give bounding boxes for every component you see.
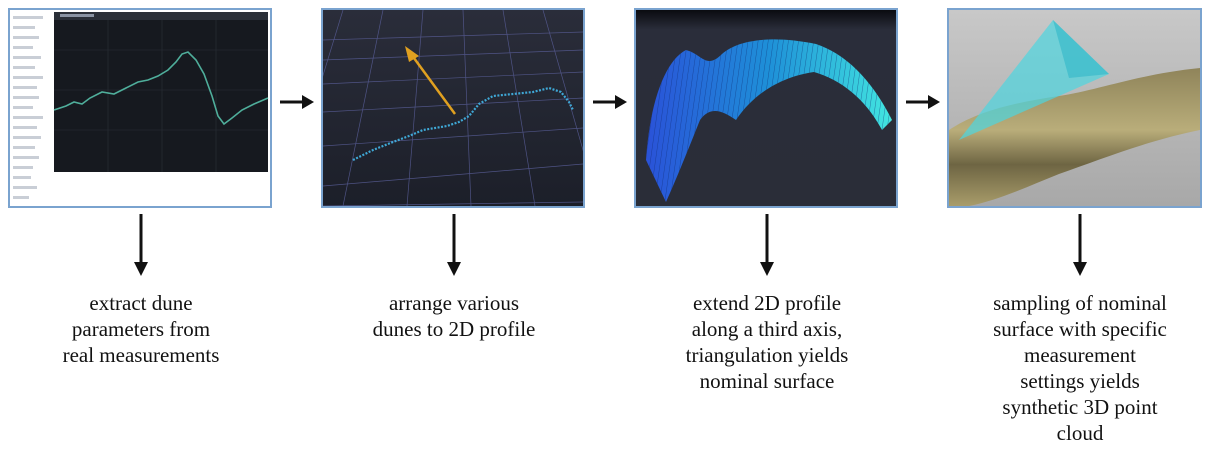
direction-arrow (409, 53, 457, 115)
flow-arrow-down-icon (1070, 214, 1090, 278)
step-4-caption: sampling of nominal surface with specifi… (993, 291, 1167, 445)
flow-arrow-right-icon (280, 92, 316, 112)
dune-profile-curve (352, 86, 574, 161)
flow-arrow-right-icon (906, 92, 942, 112)
step-3-caption: extend 2D profile along a third axis, tr… (685, 291, 849, 393)
2d-profile-view (321, 8, 585, 208)
sampled-surface-view (947, 8, 1202, 208)
step-2-caption: arrange various dunes to 2D profile (372, 291, 536, 341)
flow-arrow-right-icon (593, 92, 629, 112)
dune-surface (949, 68, 1200, 206)
step-1-caption: extract dune parameters from real measur… (62, 291, 220, 367)
measurement-software-screenshot (8, 8, 272, 208)
flow-arrow-down-icon (131, 214, 151, 278)
extruded-surface-view (634, 8, 898, 208)
flow-arrow-down-icon (757, 214, 777, 278)
sidebar-controls (13, 16, 43, 199)
dune-profile-curve (53, 51, 269, 126)
flow-arrow-down-icon (444, 214, 464, 278)
plot-area (54, 12, 268, 172)
nominal-surface (646, 39, 892, 203)
